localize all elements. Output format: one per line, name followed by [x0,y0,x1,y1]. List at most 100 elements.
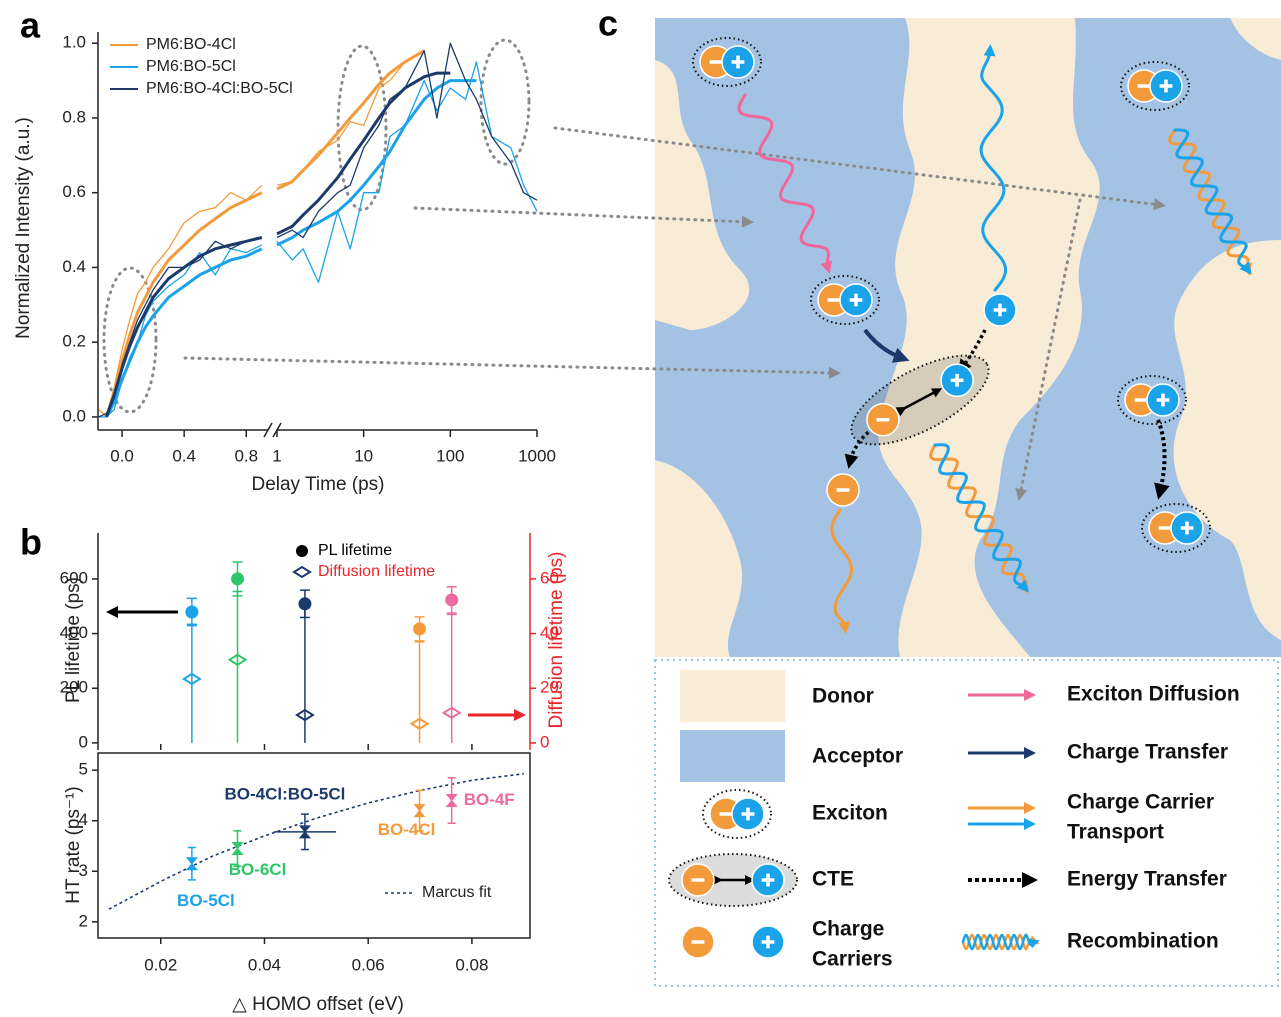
y-tick-label: 0.6 [62,182,86,201]
legend-label: PM6:BO-4Cl [146,36,236,53]
exciton-outline [1120,61,1190,111]
donor-region [655,460,743,657]
data-point [298,597,312,611]
panel-label: b [20,522,42,563]
wavy-arrow [1173,128,1252,275]
y-axis-title: HT rate (ps⁻¹) [63,786,84,903]
legend-label: Diffusion lifetime [318,563,435,580]
highlight-ellipse [102,266,158,414]
highlight-ellipse [336,44,388,212]
wavy-arrow [737,93,832,274]
connectors [102,38,1166,501]
donor-region [1173,240,1281,640]
y-tick-label: 600 [60,568,88,587]
y-tick-label: 200 [60,678,88,697]
connector-arrow [413,206,754,228]
wavy-arrow [933,443,1030,593]
fit-line [105,236,263,418]
data-point [413,622,427,636]
data-point [185,605,199,619]
x-tick-label: 0.4 [172,446,196,465]
y-tick-label: 1.0 [62,33,86,52]
wavy-arrow [979,44,1007,292]
fit-line [276,71,451,236]
fit-line [108,772,524,910]
data-point [181,672,202,686]
fit-line [105,191,263,418]
x-tick-label: 1 [272,446,281,465]
y-tick-label: 0.2 [62,332,86,351]
legend-text: Exciton Diffusion [1067,683,1240,706]
legend-text: Carriers [812,948,893,971]
point-label: BO-4Cl:BO-5Cl [224,784,345,803]
point-label: BO-6Cl [229,860,287,879]
fit-line [276,49,425,191]
x-tick-label: 0.8 [234,446,258,465]
data-point [185,857,198,871]
x-tick-label: 0.02 [144,955,177,974]
donor-region [1230,18,1281,60]
data-point [298,825,311,839]
legend-text: Donor [812,685,874,708]
legend-text: Recombination [1067,930,1219,953]
donor-region [655,60,750,330]
legend-text: Energy Transfer [1067,868,1227,891]
y-axis-title: PL lifetime (ps) [63,577,84,703]
data-point [413,804,426,818]
y2-tick-label: 60 [540,568,559,587]
legend-frame [654,659,1279,987]
legend-marker [296,545,308,557]
point-label: BO-5Cl [177,891,235,910]
exciton-outline [702,789,772,839]
point-label: BO-4Cl [378,820,436,839]
y-tick-label: 5 [79,760,88,779]
schematic-legend: Donor Acceptor Exciton CTE Charge Carrie… [654,659,1279,987]
legend-text: Charge Carrier [1067,791,1214,814]
x-tick-label: 100 [436,446,464,465]
donor-region [878,18,1100,657]
y-tick-label: 4 [79,810,88,829]
wavy-arrow [961,933,1040,951]
data-point [227,653,248,666]
y-tick-label: 2 [79,911,88,930]
y2-tick-label: 40 [540,623,559,642]
legend-text: Exciton [812,802,888,825]
legend-label: Marcus fit [422,884,492,901]
y-tick-label: 400 [60,623,88,642]
data-point [445,593,459,607]
data-point [445,794,458,808]
legend-text: Charge [812,918,884,941]
legend-text: CTE [812,868,854,891]
panel-label: a [20,5,41,46]
legend-marker [292,565,312,579]
data-point [295,708,315,722]
y2-tick-label: 20 [540,678,559,697]
legend-text: Acceptor [812,745,903,768]
cte-bond [895,388,943,417]
charge-transfer-arrow [863,328,910,363]
energy-transfer-arrow [1154,419,1170,500]
x-tick-label: 0.08 [455,955,488,974]
data-point [409,717,430,730]
y-tick-label: 0.8 [62,107,86,126]
plot-frame [97,752,531,939]
y-tick-label: 0 [79,732,88,751]
exciton-outline [1141,503,1211,553]
data-line [98,184,263,418]
axis-break [263,422,273,438]
x-tick-label: 0.0 [110,446,134,465]
highlight-ellipse [479,38,531,166]
schematic [655,18,1281,657]
y-tick-label: 0.4 [62,257,86,276]
x-tick-label: 10 [354,446,373,465]
data-point [231,842,244,856]
y-tick-label: 3 [79,861,88,880]
data-point [441,706,462,720]
x-axis-title: △ HOMO offset (eV) [232,994,404,1015]
data-line [98,236,262,418]
legend-text: Charge Transfer [1067,741,1228,764]
fit-line [276,79,477,247]
exciton-outline [692,37,762,87]
donor-swatch [680,670,785,722]
